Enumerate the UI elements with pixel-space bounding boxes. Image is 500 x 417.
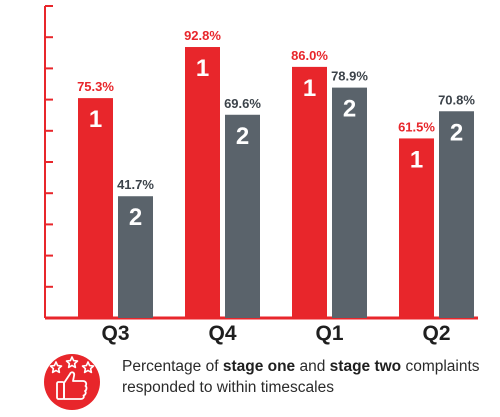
bar-marker-2: 2 [129, 204, 142, 231]
bar-marker-2: 2 [236, 123, 249, 150]
chart-caption: Percentage of stage one and stage two co… [122, 356, 482, 398]
caption-text-1: Percentage of [122, 358, 223, 375]
data-label: 70.8% [438, 92, 475, 107]
data-label: 69.6% [224, 96, 261, 111]
bar-q2-stage-2 [439, 111, 474, 318]
bar-q4-stage-2 [225, 114, 260, 318]
bar-chart: 1 75.3% 2 41.7% 1 92.8% 2 69.6% 1 86.0% 2 78.9% 1 61.… [44, 5, 478, 345]
bar-q3-stage-2 [118, 196, 153, 318]
bar-q4-stage-1 [185, 47, 220, 319]
caption-bold-stage-one: stage one [222, 358, 296, 375]
bar-q2-stage-1 [399, 138, 434, 318]
caption-text-3: complaints responded to within timescale… [122, 358, 480, 396]
category-label-q3: Q3 [101, 322, 129, 345]
bar-marker-2: 2 [450, 119, 463, 146]
thumbs-up-stars-icon [44, 354, 100, 410]
data-label: 61.5% [398, 119, 435, 134]
bar-q3-stage-1 [78, 98, 113, 319]
data-label: 86.0% [291, 48, 328, 63]
caption-text-2: and [295, 358, 330, 375]
category-label-q1: Q1 [315, 322, 343, 345]
data-label: 41.7% [117, 177, 154, 192]
data-label: 92.8% [184, 28, 221, 43]
data-label: 75.3% [77, 79, 114, 94]
bar-marker-1: 1 [89, 106, 102, 133]
category-label-q2: Q2 [422, 322, 450, 345]
bar-marker-1: 1 [196, 55, 209, 82]
bar-q1-stage-2 [332, 87, 367, 318]
caption-bold-stage-two: stage two [329, 358, 402, 375]
category-label-q4: Q4 [208, 322, 236, 345]
bar-marker-1: 1 [303, 75, 316, 102]
data-label: 78.9% [331, 69, 368, 84]
bar-marker-2: 2 [343, 96, 356, 123]
bar-q1-stage-1 [292, 66, 327, 318]
bar-marker-1: 1 [410, 146, 423, 173]
